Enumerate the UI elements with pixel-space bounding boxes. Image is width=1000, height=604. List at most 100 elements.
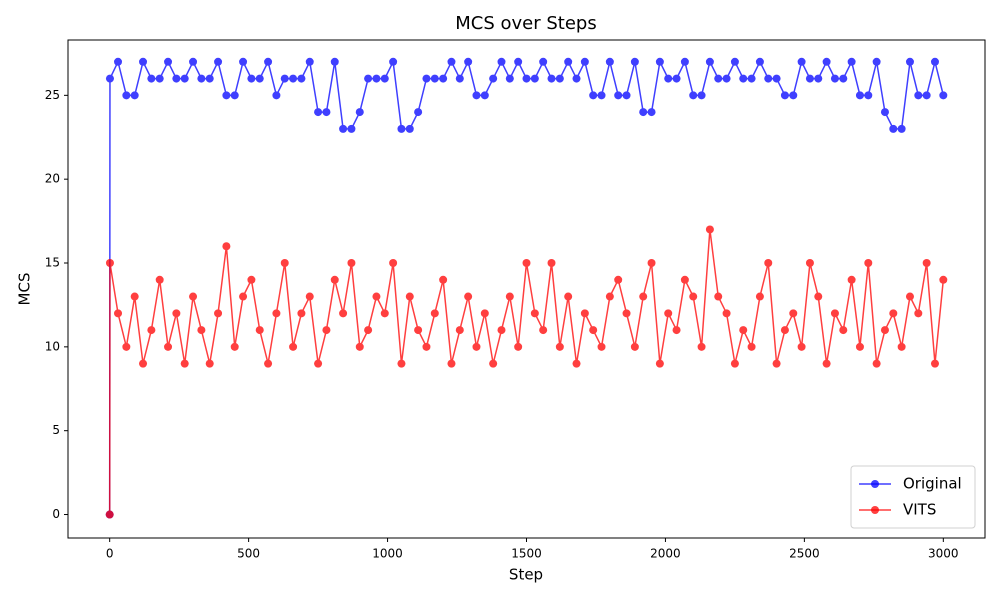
point-marker — [447, 57, 456, 66]
point-marker — [522, 259, 531, 268]
point-marker — [914, 91, 923, 100]
point-marker — [814, 74, 823, 83]
point-marker — [922, 259, 931, 268]
series — [105, 57, 948, 519]
point-marker — [247, 74, 256, 83]
point-marker — [389, 259, 398, 268]
x-tick-label: 500 — [237, 547, 260, 561]
y-tick-label: 20 — [45, 172, 60, 186]
point-marker — [214, 309, 223, 318]
plot-area — [105, 57, 948, 519]
point-marker — [872, 57, 881, 66]
point-marker — [497, 57, 506, 66]
point-marker — [605, 292, 614, 301]
legend-box — [850, 465, 976, 529]
point-marker — [797, 342, 806, 351]
point-marker — [314, 359, 323, 368]
point-marker — [397, 124, 406, 133]
point-marker — [614, 275, 623, 284]
point-marker — [230, 342, 239, 351]
point-marker — [905, 292, 914, 301]
point-marker — [839, 326, 848, 335]
point-marker — [197, 74, 206, 83]
point-marker — [105, 510, 114, 519]
point-marker — [905, 57, 914, 66]
point-marker — [530, 309, 539, 318]
point-marker — [189, 57, 198, 66]
point-marker — [414, 108, 423, 117]
point-marker — [547, 259, 556, 268]
point-marker — [430, 74, 439, 83]
point-marker — [389, 57, 398, 66]
point-marker — [489, 359, 498, 368]
point-marker — [489, 74, 498, 83]
y-tick-label: 25 — [45, 88, 60, 102]
point-marker — [597, 342, 606, 351]
chart-title: MCS over Steps — [455, 13, 596, 34]
point-marker — [455, 74, 464, 83]
legend-marker — [871, 480, 879, 488]
point-marker — [180, 359, 189, 368]
point-marker — [155, 74, 164, 83]
point-marker — [255, 326, 264, 335]
point-marker — [414, 326, 423, 335]
point-marker — [439, 74, 448, 83]
point-marker — [805, 259, 814, 268]
point-marker — [214, 57, 223, 66]
point-marker — [864, 91, 873, 100]
point-marker — [572, 74, 581, 83]
point-marker — [672, 326, 681, 335]
x-tick-label: 0 — [106, 547, 114, 561]
point-marker — [797, 57, 806, 66]
point-marker — [430, 309, 439, 318]
point-marker — [122, 91, 131, 100]
point-marker — [539, 326, 548, 335]
point-marker — [647, 108, 656, 117]
x-tick-label: 1500 — [511, 547, 542, 561]
point-marker — [397, 359, 406, 368]
point-marker — [230, 91, 239, 100]
point-marker — [255, 74, 264, 83]
point-marker — [222, 91, 231, 100]
point-marker — [772, 74, 781, 83]
y-axis-label: MCS — [16, 273, 34, 306]
point-marker — [705, 57, 714, 66]
point-marker — [630, 342, 639, 351]
point-marker — [355, 108, 364, 117]
point-marker — [297, 309, 306, 318]
point-marker — [655, 57, 664, 66]
point-marker — [172, 74, 181, 83]
point-marker — [405, 124, 414, 133]
point-marker — [139, 57, 148, 66]
point-marker — [139, 359, 148, 368]
point-marker — [872, 359, 881, 368]
legend-label: VITS — [903, 501, 936, 519]
point-marker — [672, 74, 681, 83]
point-marker — [480, 309, 489, 318]
point-marker — [589, 91, 598, 100]
point-marker — [180, 74, 189, 83]
point-marker — [830, 74, 839, 83]
point-marker — [239, 292, 248, 301]
point-marker — [514, 57, 523, 66]
point-marker — [639, 292, 648, 301]
point-marker — [680, 275, 689, 284]
point-marker — [897, 124, 906, 133]
point-marker — [272, 91, 281, 100]
point-marker — [572, 359, 581, 368]
point-marker — [172, 309, 181, 318]
point-marker — [239, 57, 248, 66]
point-marker — [697, 91, 706, 100]
point-marker — [730, 57, 739, 66]
point-marker — [539, 57, 548, 66]
point-marker — [730, 359, 739, 368]
point-marker — [880, 326, 889, 335]
point-marker — [505, 74, 514, 83]
point-marker — [880, 108, 889, 117]
point-marker — [372, 74, 381, 83]
point-marker — [897, 342, 906, 351]
point-marker — [889, 124, 898, 133]
point-marker — [630, 57, 639, 66]
point-marker — [380, 309, 389, 318]
point-marker — [822, 57, 831, 66]
